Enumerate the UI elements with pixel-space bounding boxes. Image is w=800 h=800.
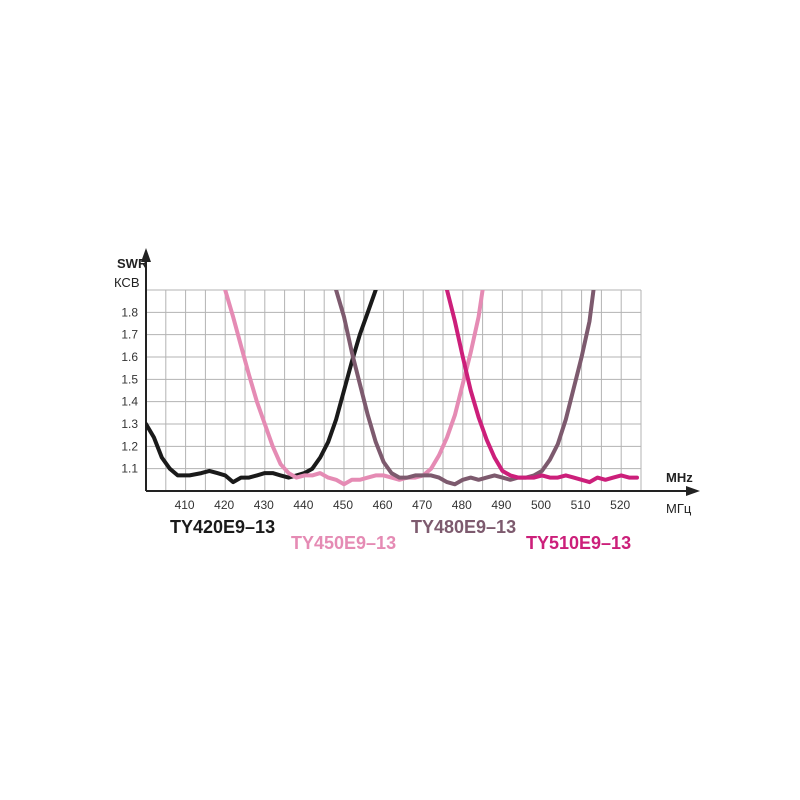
y-tick-labels: 1.1 1.2 1.3 1.4 1.5 1.6 1.7 1.8 — [121, 305, 138, 475]
series-label-ty480: TY480E9–13 — [411, 517, 516, 537]
y-axis-title-top: SWR — [117, 256, 148, 271]
y-tick-label: 1.4 — [121, 395, 138, 409]
x-axis-title-top: MHz — [666, 470, 693, 485]
x-axis-arrow — [686, 486, 700, 496]
series-line-2 — [334, 290, 596, 487]
series-line-0 — [146, 290, 378, 485]
x-tick-label: 430 — [254, 498, 274, 512]
y-tick-label: 1.7 — [121, 328, 138, 342]
x-tick-label: 510 — [571, 498, 591, 512]
y-axis-title-bottom: КСВ — [114, 275, 140, 290]
x-tick-label: 470 — [412, 498, 432, 512]
x-tick-label: 460 — [373, 498, 393, 512]
series-line-1 — [223, 290, 485, 487]
y-tick-label: 1.3 — [121, 417, 138, 431]
x-axis-title-bottom: МГц — [666, 501, 692, 516]
series-lines — [146, 290, 639, 487]
x-tick-label: 480 — [452, 498, 472, 512]
y-tick-label: 1.5 — [121, 372, 138, 386]
x-tick-label: 520 — [610, 498, 630, 512]
y-tick-label: 1.8 — [121, 305, 138, 319]
series-line-3 — [445, 290, 639, 485]
series-label-ty510: TY510E9–13 — [526, 533, 631, 553]
y-tick-label: 1.1 — [121, 462, 138, 476]
y-tick-label: 1.2 — [121, 439, 138, 453]
y-tick-label: 1.6 — [121, 350, 138, 364]
grid — [146, 289, 642, 491]
x-tick-label: 420 — [214, 498, 234, 512]
x-tick-label: 440 — [293, 498, 313, 512]
x-tick-label: 450 — [333, 498, 353, 512]
series-label-ty450: TY450E9–13 — [291, 533, 396, 553]
y-axis-arrow — [141, 248, 151, 262]
x-tick-label: 490 — [491, 498, 511, 512]
series-label-ty420: TY420E9–13 — [170, 517, 275, 537]
x-tick-labels: 410 420 430 440 450 460 470 480 490 500 510 520 — [175, 498, 631, 512]
axes — [141, 248, 700, 496]
x-tick-label: 500 — [531, 498, 551, 512]
x-tick-label: 410 — [175, 498, 195, 512]
